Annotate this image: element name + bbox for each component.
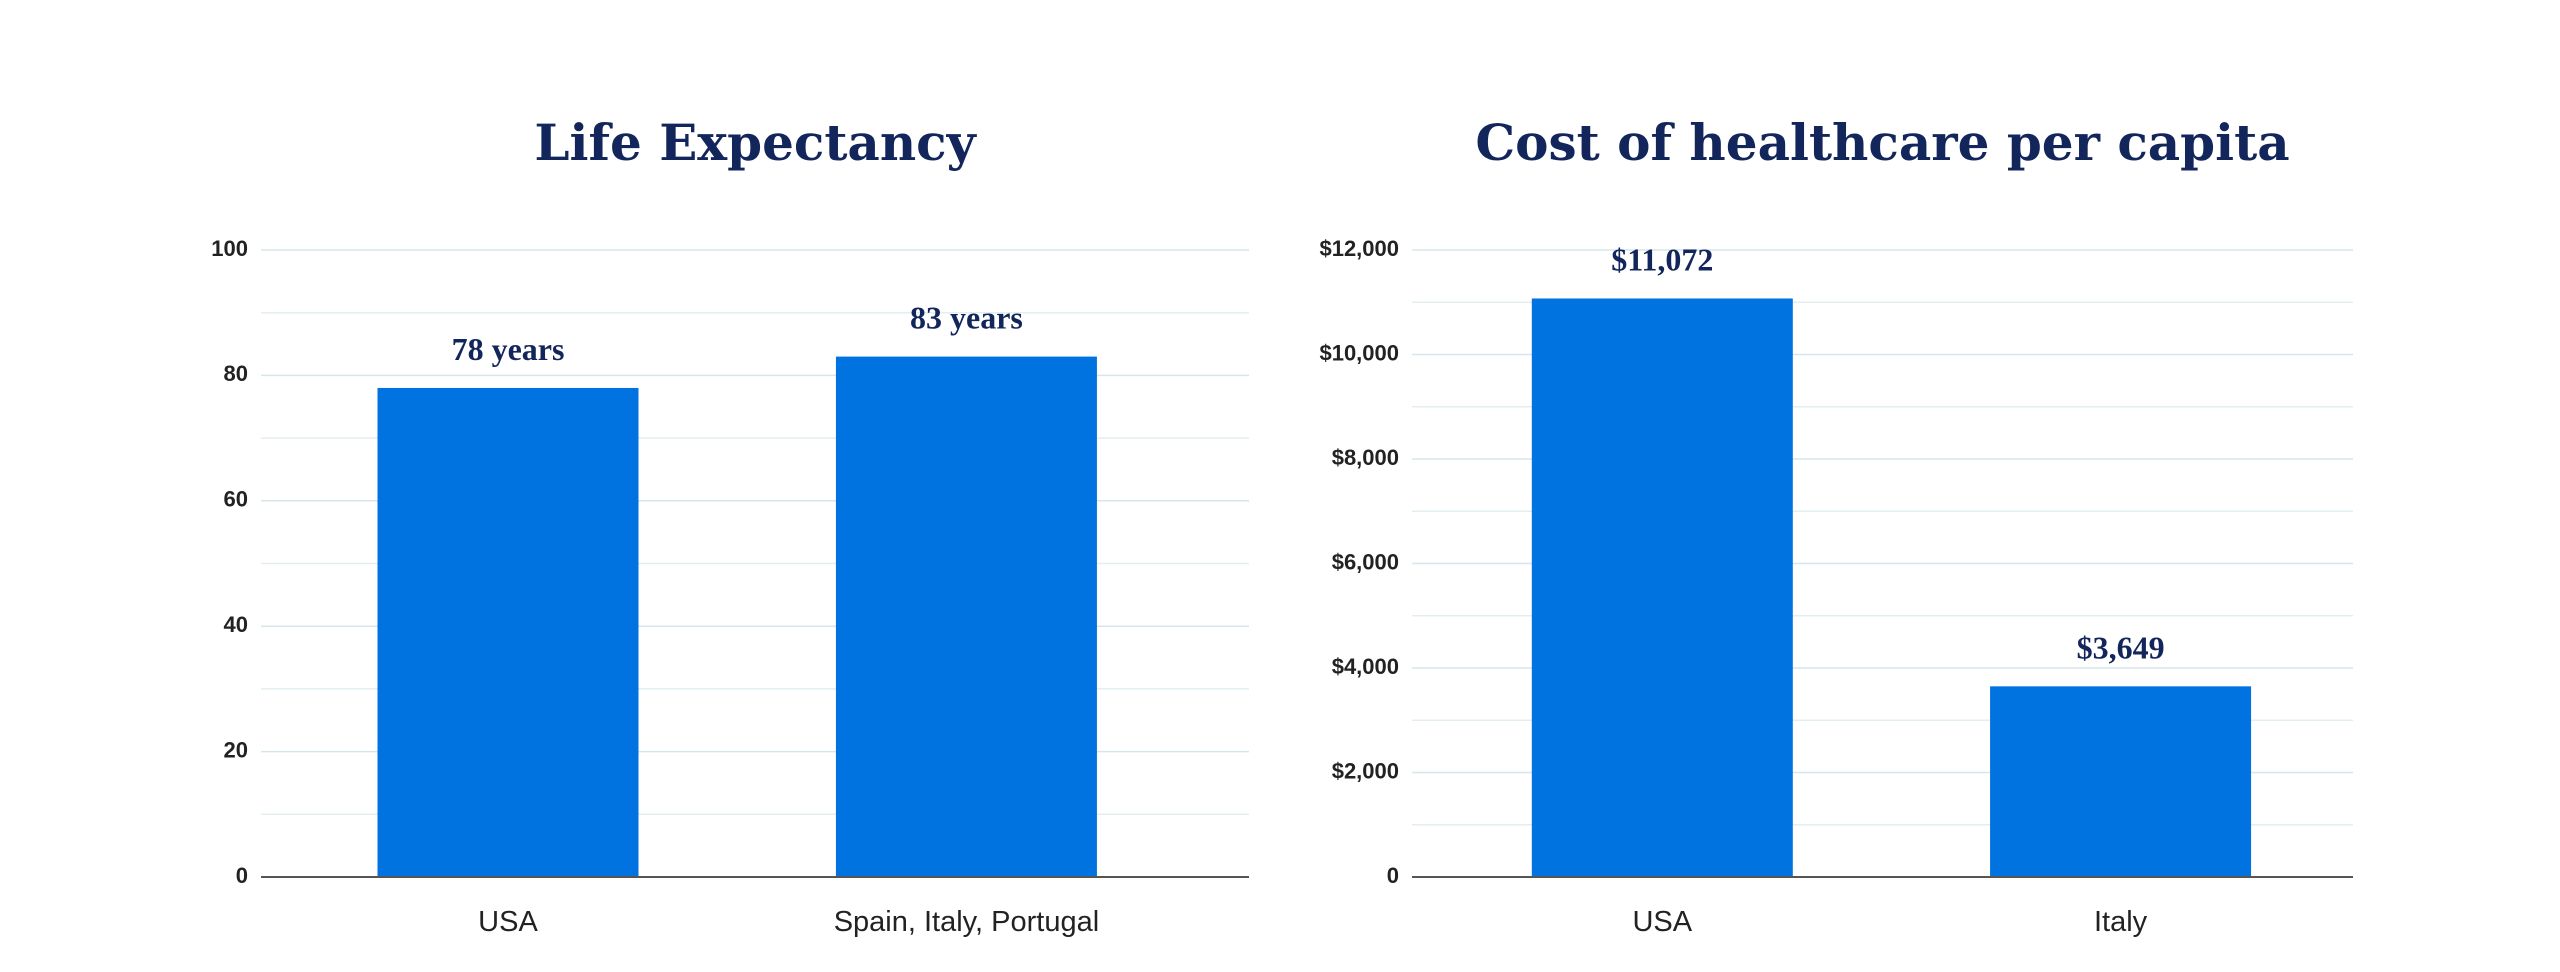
y-tick-label: 40 [224, 612, 248, 637]
chart-title: Life Expectancy [534, 113, 977, 172]
y-tick-label: $2,000 [1332, 758, 1399, 783]
y-tick-label: 0 [236, 863, 248, 888]
value-label: $3,649 [2077, 629, 2165, 665]
value-label: $11,072 [1611, 241, 1713, 277]
value-label: 83 years [910, 300, 1023, 336]
y-tick-label: 100 [211, 236, 248, 261]
x-tick-label: Spain, Italy, Portugal [834, 906, 1099, 938]
bar [1990, 686, 2252, 877]
bar [1531, 298, 1793, 877]
y-tick-label: $10,000 [1319, 340, 1399, 365]
chart-title: Cost of healthcare per capita [1475, 113, 2289, 172]
y-tick-label: 60 [224, 487, 248, 512]
y-tick-label: $12,000 [1319, 236, 1399, 261]
y-tick-label: $4,000 [1332, 654, 1399, 679]
x-tick-label: USA [1632, 906, 1692, 938]
y-tick-label: 20 [224, 737, 248, 762]
bar [377, 387, 639, 877]
bar [835, 356, 1097, 878]
value-label: 78 years [452, 331, 565, 367]
y-tick-label: 0 [1387, 863, 1399, 888]
x-tick-label: USA [478, 906, 538, 938]
y-tick-label: $8,000 [1332, 445, 1399, 470]
y-tick-label: $6,000 [1332, 549, 1399, 574]
x-tick-label: Italy [2094, 906, 2148, 938]
y-tick-label: 80 [224, 361, 248, 386]
